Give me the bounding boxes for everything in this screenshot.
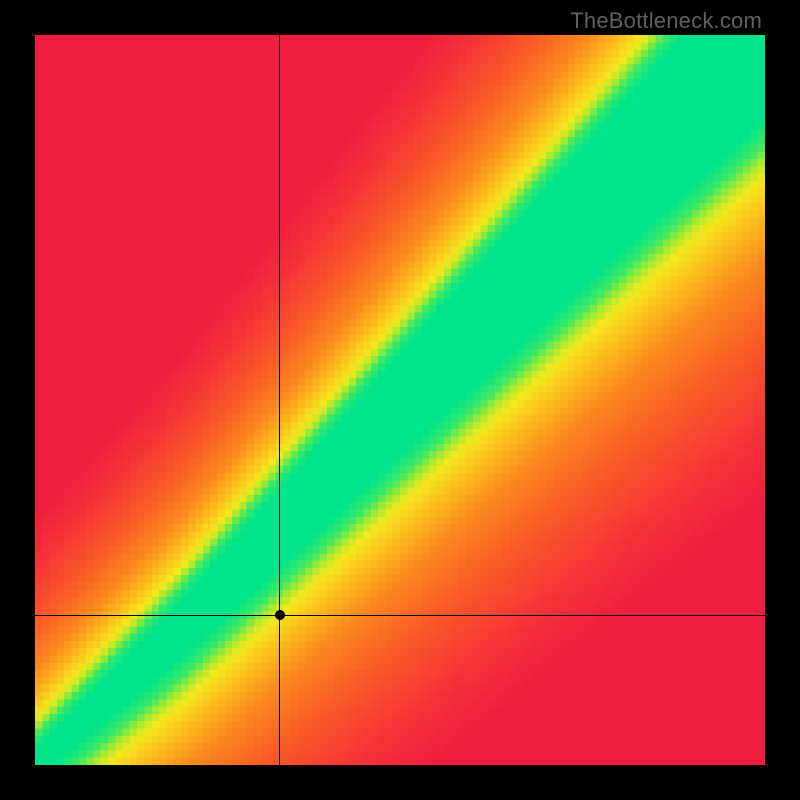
crosshair-horizontal	[35, 615, 765, 616]
crosshair-marker	[275, 610, 285, 620]
attribution-label: TheBottleneck.com	[570, 8, 762, 34]
heatmap-canvas	[35, 35, 765, 765]
chart-container: TheBottleneck.com	[0, 0, 800, 800]
crosshair-vertical	[279, 35, 280, 765]
heatmap-area	[35, 35, 765, 765]
